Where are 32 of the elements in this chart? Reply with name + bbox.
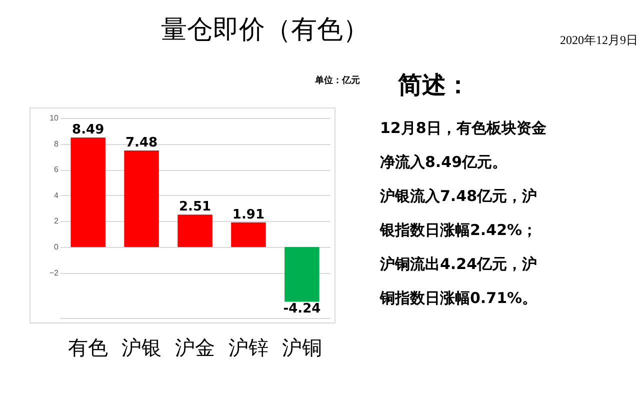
- data-label: 7.48: [125, 136, 158, 151]
- text: 铜指数日涨幅0.71%。: [379, 289, 538, 307]
- data-label: -4.24: [283, 302, 321, 317]
- data-label: 2.51: [178, 200, 212, 215]
- y-tick-label: 2: [54, 216, 60, 226]
- x-tick-label: 沪铜: [282, 336, 322, 360]
- text: 2020年12月9日: [560, 33, 638, 47]
- bar: [231, 222, 266, 248]
- y-tick-label: 8: [54, 139, 60, 148]
- x-tick-label: 沪银: [122, 336, 162, 360]
- bar: [284, 247, 320, 302]
- y-tick-label: 4: [54, 190, 60, 200]
- bar: [178, 214, 212, 248]
- y-tick-label: 0: [54, 242, 60, 252]
- text: 简述：: [397, 71, 470, 99]
- x-tick-label: 沪锌: [228, 336, 268, 360]
- text: 净流入8.49亿元。: [380, 153, 508, 171]
- x-tick-label: 沪金: [175, 336, 215, 360]
- x-tick-label: 有色: [68, 336, 108, 360]
- chart-title: 量仓即价（有色）: [161, 15, 369, 45]
- bar: [70, 137, 106, 248]
- text: 沪银流入7.48亿元，沪: [379, 187, 538, 205]
- y-tick-label: 6: [54, 165, 60, 174]
- bar: [124, 150, 159, 248]
- text: 沪铜流出4.24亿元，沪: [379, 255, 538, 273]
- y-tick-label: −2: [49, 268, 60, 278]
- text: 12月8日，有色板块资金: [380, 119, 546, 137]
- data-label: 8.49: [72, 122, 104, 138]
- data-label: 1.91: [232, 207, 265, 222]
- chart-subtitle: 单位：亿元: [314, 75, 360, 86]
- text: 银指数日涨幅2.42%；: [379, 221, 538, 239]
- y-tick-label: 10: [50, 114, 60, 122]
